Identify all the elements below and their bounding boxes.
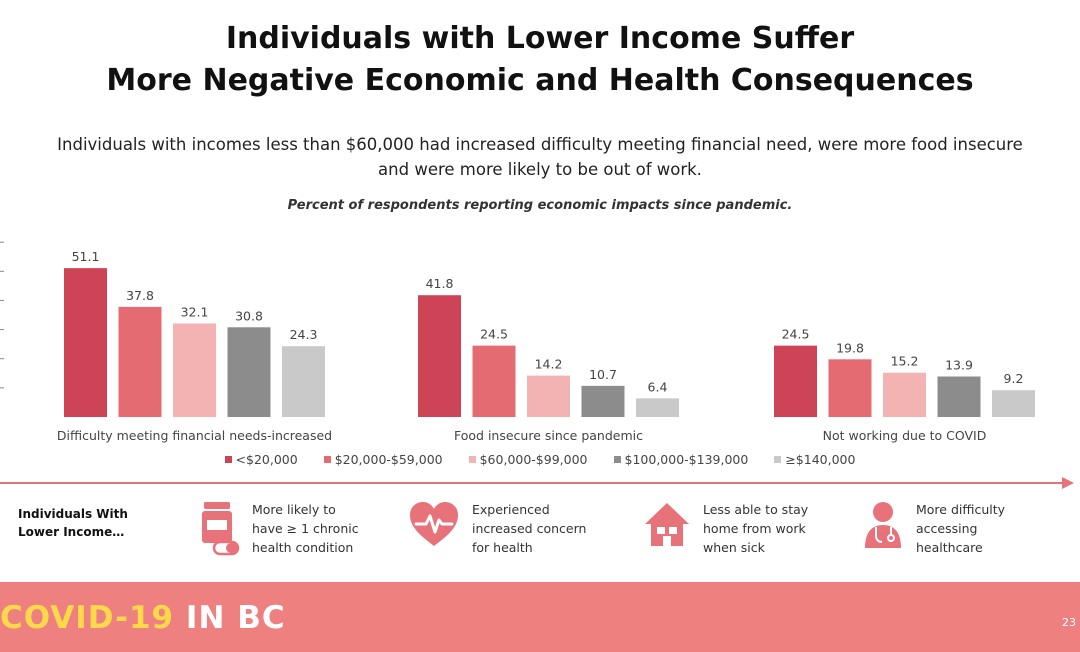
bar [774, 345, 817, 417]
data-label: 13.9 [945, 358, 973, 373]
legend-label: $100,000-$139,000 [624, 452, 749, 467]
legend-item: ≥$140,000 [774, 452, 855, 467]
category-label: Not working due to COVID [823, 428, 987, 443]
impact-line: increased concern [472, 521, 587, 536]
footer-band [0, 582, 1080, 652]
impact-line: healthcare [916, 540, 983, 555]
impact-text: Experienced increased concern for health [472, 500, 612, 557]
chart-legend: <$20,000 $20,000-$59,000 $60,000-$99,000 $1… [0, 452, 1080, 467]
data-label: 19.8 [836, 340, 864, 355]
slide-subtitle: Individuals with incomes less than $60,0… [0, 132, 1080, 182]
bar [883, 372, 926, 417]
data-label: 41.8 [426, 276, 454, 291]
impact-line: health condition [252, 540, 354, 555]
data-label: 51.1 [72, 249, 100, 264]
subtitle-line-2: and were more likely to be out of work. [378, 160, 702, 179]
page-number: 23 [1062, 616, 1076, 629]
impact-line: Less able to stay [703, 502, 809, 517]
bar [282, 346, 325, 417]
legend-swatch [224, 456, 232, 463]
impact-text: More likely to have ≥ 1 chronic health c… [252, 500, 392, 557]
data-label: 14.2 [535, 357, 563, 372]
legend-label: $20,000-$59,000 [334, 452, 443, 467]
impact-health-concern: Experienced increased concern for health [408, 500, 612, 557]
legend-item: $20,000-$59,000 [323, 452, 443, 467]
category-label: Difficulty meeting financial needs-incre… [57, 428, 332, 443]
legend-item: $60,000-$99,000 [468, 452, 588, 467]
doctor-icon [865, 502, 901, 548]
data-label: 24.3 [290, 327, 318, 342]
data-label: 10.7 [589, 367, 617, 382]
brand-in-bc: IN BC [174, 600, 286, 636]
bar [227, 327, 271, 417]
bar [828, 359, 872, 417]
bar [992, 390, 1035, 417]
impact-line: home from work [703, 521, 806, 536]
impact-line: when sick [703, 540, 765, 555]
impact-line: accessing [916, 521, 978, 536]
impact-line: More likely to [252, 502, 336, 517]
data-label: 6.4 [648, 379, 668, 394]
subtitle-line-1: Individuals with incomes less than $60,0… [57, 135, 1023, 154]
impact-chronic-condition: More likely to have ≥ 1 chronic health c… [198, 500, 392, 558]
bar-chart: 51.1 37.8 32.1 30.8 24.3 Difficulty meeting f… [0, 241, 1035, 443]
data-label: 37.8 [126, 288, 154, 303]
summary-label-line-2: Lower Income… [18, 525, 125, 539]
bar [118, 306, 162, 417]
slide-title: Individuals with Lower Income Suffer Mor… [0, 18, 1080, 102]
brand-covid: COVID-19 [0, 600, 175, 636]
data-label: 24.5 [480, 327, 508, 342]
title-line-2: More Negative Economic and Health Conseq… [106, 63, 974, 98]
bar [636, 398, 679, 417]
impact-healthcare-access: More difficulty accessing healthcare [862, 500, 1056, 557]
summary-label-line-1: Individuals With [18, 507, 128, 521]
impact-text: More difficulty accessing healthcare [916, 500, 1056, 557]
bar [937, 376, 981, 417]
bar [527, 375, 570, 417]
heart-pulse-icon [410, 502, 458, 546]
legend-label: <$20,000 [235, 452, 298, 467]
timeline-arrow [0, 477, 1074, 489]
bar [581, 385, 625, 417]
legend-label: ≥$140,000 [785, 452, 856, 467]
bar [472, 345, 516, 417]
data-label: 24.5 [782, 327, 810, 342]
legend-swatch [468, 456, 476, 463]
legend-swatch [613, 456, 621, 463]
impact-line: Experienced [472, 502, 550, 517]
impact-line: More difficulty [916, 502, 1006, 517]
chart-caption: Percent of respondents reporting economi… [287, 198, 793, 213]
footer-brand: COVID-19 IN BC [0, 600, 286, 636]
category-label: Food insecure since pandemic [454, 428, 643, 443]
data-label: 15.2 [891, 354, 919, 369]
bar [64, 268, 107, 417]
legend-label: $60,000-$99,000 [479, 452, 588, 467]
legend-item: $100,000-$139,000 [613, 452, 749, 467]
title-line-1: Individuals with Lower Income Suffer [225, 21, 855, 56]
legend-swatch [774, 456, 782, 463]
impact-stay-home: Less able to stay home from work when si… [643, 500, 843, 557]
bar [418, 295, 461, 417]
legend-item: <$20,000 [224, 452, 298, 467]
impact-text: Less able to stay home from work when si… [703, 500, 843, 557]
pill-bottle-icon [202, 502, 240, 556]
bar [173, 323, 216, 417]
data-label: 30.8 [235, 308, 263, 323]
data-label: 9.2 [1004, 371, 1024, 386]
summary-label: Individuals With Lower Income… [18, 505, 158, 541]
impact-line: have ≥ 1 chronic [252, 521, 359, 536]
data-label: 32.1 [181, 304, 209, 319]
house-icon [645, 503, 689, 546]
impact-line: for health [472, 540, 533, 555]
legend-swatch [323, 456, 331, 463]
